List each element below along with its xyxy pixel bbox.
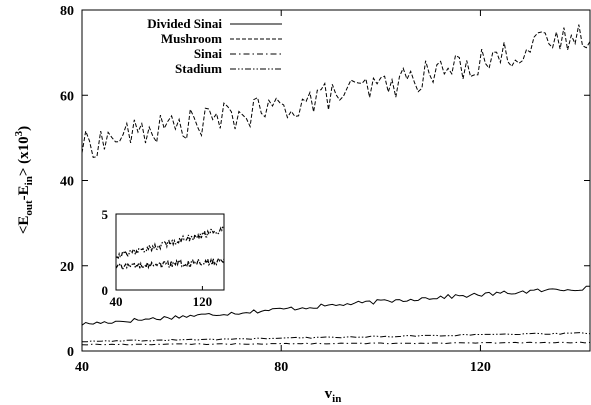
legend-label: Sinai: [194, 46, 223, 61]
inset-series-line-stadium: [115, 225, 225, 260]
y-tick-label: 60: [60, 89, 74, 104]
inset-frame: [115, 213, 225, 291]
inset-chart: 40 120 0 5: [102, 207, 225, 309]
x-tick-label: 40: [75, 360, 89, 375]
inset-series-line-sinai: [115, 256, 225, 272]
y-axis-label: <Eout-Ein> (x103): [13, 126, 35, 234]
plot-frame: [81, 9, 591, 352]
inset-y-tick-label: 0: [102, 283, 109, 298]
series-line-stadium: [82, 332, 591, 343]
x-axis-label: vin: [325, 386, 342, 405]
series-line-sinai: [81, 341, 591, 346]
plot-series: [81, 24, 591, 346]
series-line-divided-sinai: [81, 285, 590, 326]
legend-label: Stadium: [175, 61, 222, 76]
inset-y-tick-label: 5: [102, 207, 109, 222]
main-ticks: 40 80 120 0 20 40 60 80: [60, 4, 590, 375]
x-tick-label: 120: [470, 360, 491, 375]
y-tick-label: 40: [60, 175, 74, 190]
x-tick-label: 80: [274, 360, 288, 375]
series-line-mushroom: [81, 24, 591, 158]
y-tick-label: 80: [60, 4, 74, 19]
x-axis-label-subscript: in: [332, 393, 341, 405]
y-tick-label: 20: [60, 260, 74, 275]
inset-x-tick-label: 40: [110, 294, 123, 309]
inset-x-tick-label: 120: [193, 294, 213, 309]
y-tick-label: 0: [67, 345, 74, 360]
legend-label: Mushroom: [161, 31, 222, 46]
legend-label: Divided Sinai: [147, 16, 222, 31]
